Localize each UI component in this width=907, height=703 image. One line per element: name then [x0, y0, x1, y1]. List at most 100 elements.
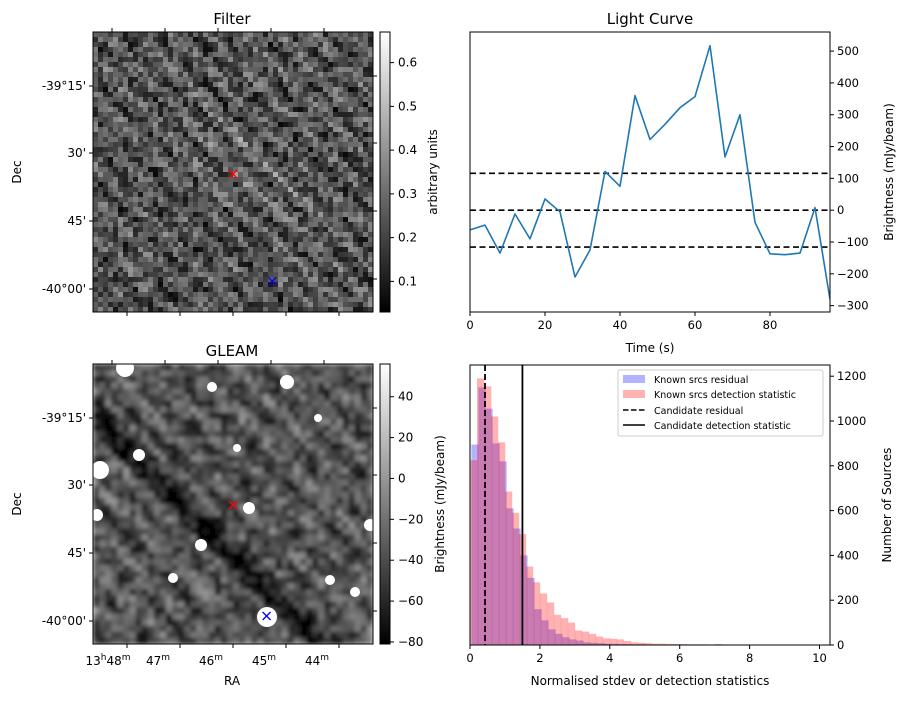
image-pixel	[348, 107, 353, 112]
image-pixel	[221, 492, 227, 498]
image-pixel	[213, 122, 218, 127]
image-pixel	[163, 227, 168, 232]
image-pixel	[318, 571, 324, 577]
image-pixel	[193, 147, 198, 152]
image-pixel	[303, 52, 308, 57]
image-pixel	[238, 52, 243, 57]
image-pixel	[263, 162, 268, 167]
image-pixel	[108, 237, 113, 242]
image-pixel	[153, 62, 158, 67]
image-pixel	[148, 419, 154, 425]
image-pixel	[178, 267, 183, 272]
image-pixel	[308, 177, 313, 182]
image-pixel	[333, 232, 338, 237]
image-pixel	[108, 177, 113, 182]
image-pixel	[123, 77, 128, 82]
image-pixel	[293, 77, 298, 82]
image-pixel	[93, 192, 98, 197]
image-pixel	[213, 82, 218, 87]
image-pixel	[148, 534, 154, 540]
image-pixel	[348, 57, 353, 62]
image-pixel	[160, 559, 166, 565]
image-pixel	[243, 157, 248, 162]
image-pixel	[282, 559, 288, 565]
image-pixel	[288, 182, 293, 187]
image-pixel	[306, 437, 312, 443]
image-pixel	[188, 132, 193, 137]
image-pixel	[98, 262, 103, 267]
image-pixel	[118, 47, 123, 52]
image-pixel	[142, 388, 148, 394]
image-pixel	[245, 492, 251, 498]
image-pixel	[303, 77, 308, 82]
image-pixel	[103, 87, 108, 92]
image-pixel	[183, 87, 188, 92]
image-pixel	[148, 486, 154, 492]
image-pixel	[298, 167, 303, 172]
image-pixel	[133, 232, 138, 237]
image-pixel	[203, 162, 208, 167]
image-pixel	[228, 127, 233, 132]
image-pixel	[248, 277, 253, 282]
image-pixel	[343, 267, 348, 272]
image-pixel	[178, 516, 184, 522]
image-pixel	[333, 162, 338, 167]
image-pixel	[308, 282, 313, 287]
image-pixel	[348, 242, 353, 247]
image-pixel	[300, 467, 306, 473]
image-pixel	[148, 425, 154, 431]
image-pixel	[154, 486, 160, 492]
image-pixel	[123, 257, 128, 262]
image-pixel	[108, 292, 113, 297]
image-pixel	[338, 267, 343, 272]
image-pixel	[328, 137, 333, 142]
image-pixel	[227, 401, 233, 407]
image-pixel	[263, 467, 269, 473]
image-pixel	[245, 401, 251, 407]
image-pixel	[258, 217, 263, 222]
image-pixel	[158, 82, 163, 87]
image-pixel	[166, 620, 172, 626]
image-pixel	[278, 217, 283, 222]
image-pixel	[209, 565, 215, 571]
image-pixel	[258, 82, 263, 87]
image-pixel	[160, 467, 166, 473]
image-pixel	[276, 461, 282, 467]
image-pixel	[209, 413, 215, 419]
image-pixel	[273, 97, 278, 102]
image-pixel	[273, 247, 278, 252]
image-pixel	[93, 67, 98, 72]
image-pixel	[308, 172, 313, 177]
image-pixel	[348, 62, 353, 67]
image-pixel	[163, 272, 168, 277]
image-pixel	[183, 272, 188, 277]
image-pixel	[363, 102, 368, 107]
image-pixel	[142, 626, 148, 632]
image-pixel	[98, 302, 103, 307]
image-pixel	[130, 437, 136, 443]
image-pixel	[358, 132, 363, 137]
image-pixel	[258, 207, 263, 212]
image-pixel	[103, 202, 108, 207]
image-pixel	[308, 192, 313, 197]
image-pixel	[239, 480, 245, 486]
image-pixel	[258, 272, 263, 277]
image-pixel	[193, 67, 198, 72]
image-pixel	[218, 42, 223, 47]
image-pixel	[173, 222, 178, 227]
image-pixel	[123, 97, 128, 102]
colorbar-tick-label: 0.4	[398, 143, 417, 157]
image-pixel	[251, 382, 257, 388]
image-pixel	[333, 182, 338, 187]
image-pixel	[323, 232, 328, 237]
image-pixel	[153, 282, 158, 287]
image-pixel	[263, 638, 269, 644]
image-pixel	[318, 52, 323, 57]
image-pixel	[245, 370, 251, 376]
image-pixel	[243, 197, 248, 202]
image-pixel	[283, 117, 288, 122]
lightcurve-xlabel: Time (s)	[625, 341, 675, 355]
image-pixel	[184, 632, 190, 638]
image-pixel	[138, 277, 143, 282]
image-pixel	[238, 137, 243, 142]
